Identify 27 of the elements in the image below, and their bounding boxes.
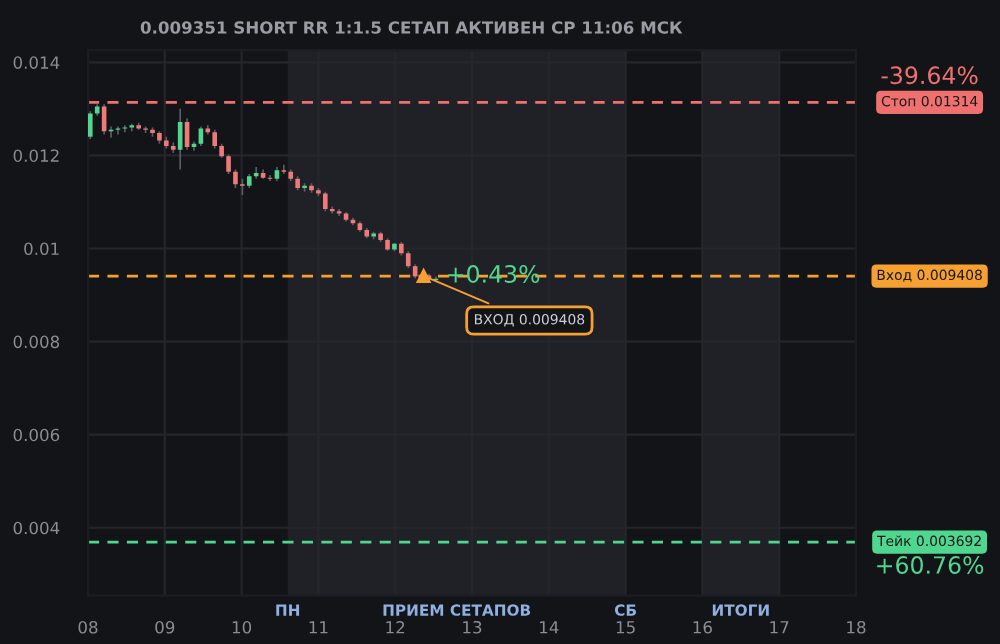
annotation: +0.43% xyxy=(448,265,540,283)
x-tick-label: 12 xyxy=(386,620,405,634)
x-tick-label: 14 xyxy=(540,621,559,634)
x-tick-label: 13 xyxy=(463,620,482,634)
y-tick-label: 0.008 xyxy=(13,335,60,349)
candlestick xyxy=(212,128,218,150)
x-tick-label: 11 xyxy=(309,621,328,634)
candlestick xyxy=(198,125,204,147)
y-tick-label: 0.014 xyxy=(13,56,60,69)
annotation: -39.64% xyxy=(881,66,978,85)
y-tick-label: 0.012 xyxy=(13,149,59,162)
x-tick-label: 16 xyxy=(693,620,712,634)
chart-title: 0.009351 SHORT RR 1:1.5 СЕТАП АКТИВЕН СР 11:06 МСК xyxy=(140,21,683,34)
y-tick-label: 0.006 xyxy=(13,428,60,442)
x-tick-label: 08 xyxy=(78,620,98,634)
x-tick-label: 10 xyxy=(232,620,252,634)
y-tick-label: 0.004 xyxy=(13,521,60,535)
candlestick xyxy=(226,153,231,175)
y-tick-label: 0.01 xyxy=(24,242,59,256)
x-tick-label: 15 xyxy=(616,621,635,634)
candlestick xyxy=(323,190,328,213)
candlestick xyxy=(88,110,93,140)
x-tick-label: 18 xyxy=(847,620,866,634)
x-tick-label: 17 xyxy=(770,621,789,634)
candlestick xyxy=(233,168,238,189)
x-tick-label: 09 xyxy=(155,620,175,634)
annotation: +60.76% xyxy=(877,556,984,574)
